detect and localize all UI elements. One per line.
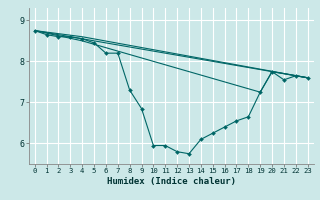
X-axis label: Humidex (Indice chaleur): Humidex (Indice chaleur) [107,177,236,186]
